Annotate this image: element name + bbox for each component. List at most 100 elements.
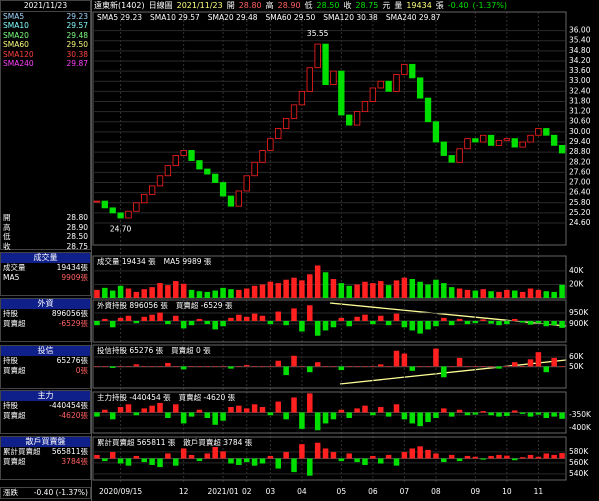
candle (93, 200, 101, 203)
bar (275, 458, 282, 469)
bar (212, 290, 218, 298)
bar (504, 412, 510, 416)
bar (267, 412, 274, 416)
row-value: 65276張 (56, 356, 88, 365)
panel-frame (92, 11, 567, 246)
bar (551, 454, 557, 459)
bar (149, 314, 155, 321)
row-value: 0張 (75, 365, 88, 375)
candle (290, 104, 298, 119)
panel-row: 買賣超 -4620張 (1, 411, 90, 421)
candle (401, 63, 408, 75)
bar (346, 453, 352, 459)
sma-name: SMA10 (3, 21, 29, 30)
candle (267, 138, 274, 151)
bar (251, 366, 258, 367)
bar (417, 446, 423, 459)
bar (551, 357, 557, 367)
y-tick-label: 50K (569, 362, 585, 371)
panel-row: MA5 9909張 (1, 273, 90, 283)
bar (543, 291, 550, 298)
ohlc-name: 收 (3, 241, 11, 251)
legend-item: SMA120 30.38 (323, 13, 378, 22)
bar (204, 453, 211, 459)
header-item: 量 (394, 1, 403, 10)
bar (236, 405, 242, 413)
bar (307, 458, 313, 476)
bar (212, 366, 218, 367)
bar (393, 350, 400, 367)
sma-value: 29.23 (66, 11, 88, 21)
y-tick-label: -350K (569, 410, 592, 419)
y-tick-label: 29.40 (569, 137, 591, 146)
bar (527, 321, 534, 325)
bar (133, 291, 140, 298)
ohlc-value: 28.80 (66, 213, 88, 222)
x-tick-label: 12 (179, 487, 189, 496)
x-tick-label: 04 (297, 487, 307, 496)
bar (212, 412, 218, 425)
bar (267, 281, 274, 298)
bar (488, 366, 494, 367)
bar (496, 366, 502, 369)
bar (527, 412, 534, 417)
candle (141, 193, 148, 204)
bar (180, 321, 187, 329)
bar (243, 458, 250, 463)
bar (504, 366, 510, 367)
bar (149, 287, 155, 298)
bar (133, 455, 140, 459)
candle (495, 139, 503, 146)
bar (283, 452, 289, 459)
bar (338, 317, 345, 321)
sma-value: 29.57 (66, 21, 88, 30)
bar (535, 321, 542, 324)
sma-name: SMA120 (3, 49, 34, 59)
bar (425, 449, 431, 459)
legend-item: SMA240 29.87 (386, 13, 441, 22)
bar (157, 366, 163, 367)
bar (362, 405, 368, 413)
bar (228, 407, 234, 413)
candle (148, 185, 156, 195)
bar (117, 285, 124, 298)
legend-item: 買賣超 -4620 張 (179, 392, 236, 402)
bar (354, 458, 360, 463)
bar (259, 407, 266, 413)
y-tick-label: 27.00 (569, 178, 591, 187)
candle (511, 138, 518, 148)
bar (472, 366, 479, 367)
bar (133, 412, 140, 416)
bar (102, 366, 108, 367)
bar (173, 404, 179, 413)
bar (109, 366, 116, 368)
bar (480, 319, 486, 321)
bar (259, 458, 266, 464)
bar (385, 285, 392, 298)
y-tick-label: 32.40 (569, 86, 591, 95)
bar (283, 412, 289, 420)
row-value: 3784張 (61, 456, 88, 466)
bar (346, 366, 352, 367)
row-name: MA5 (3, 272, 20, 282)
bar (299, 321, 305, 332)
row-name: 買賣超 (3, 456, 26, 466)
bar (511, 410, 518, 413)
panel-row: 持股 896056張 (1, 309, 90, 319)
panel-title: 成交量 (1, 253, 90, 263)
bar (173, 281, 179, 298)
bar (519, 291, 526, 298)
bar (157, 312, 163, 321)
legend-item: 累計買賣超 565811 張 (97, 437, 176, 447)
bar (117, 366, 124, 367)
candle (298, 90, 306, 106)
candle (172, 155, 179, 167)
bar (480, 411, 486, 413)
sma-list: SMA5 29.23 SMA10 29.57 SMA20 29.48 SMA60 29.50 S… (1, 12, 90, 69)
bar (307, 366, 313, 373)
bar (456, 288, 463, 298)
bar (472, 321, 479, 324)
row-name: 持股 (3, 401, 18, 410)
panel-block: 散戶買賣盤 累計買賣超 565811張 買賣超 3784張 (0, 436, 91, 480)
bar (362, 314, 368, 321)
